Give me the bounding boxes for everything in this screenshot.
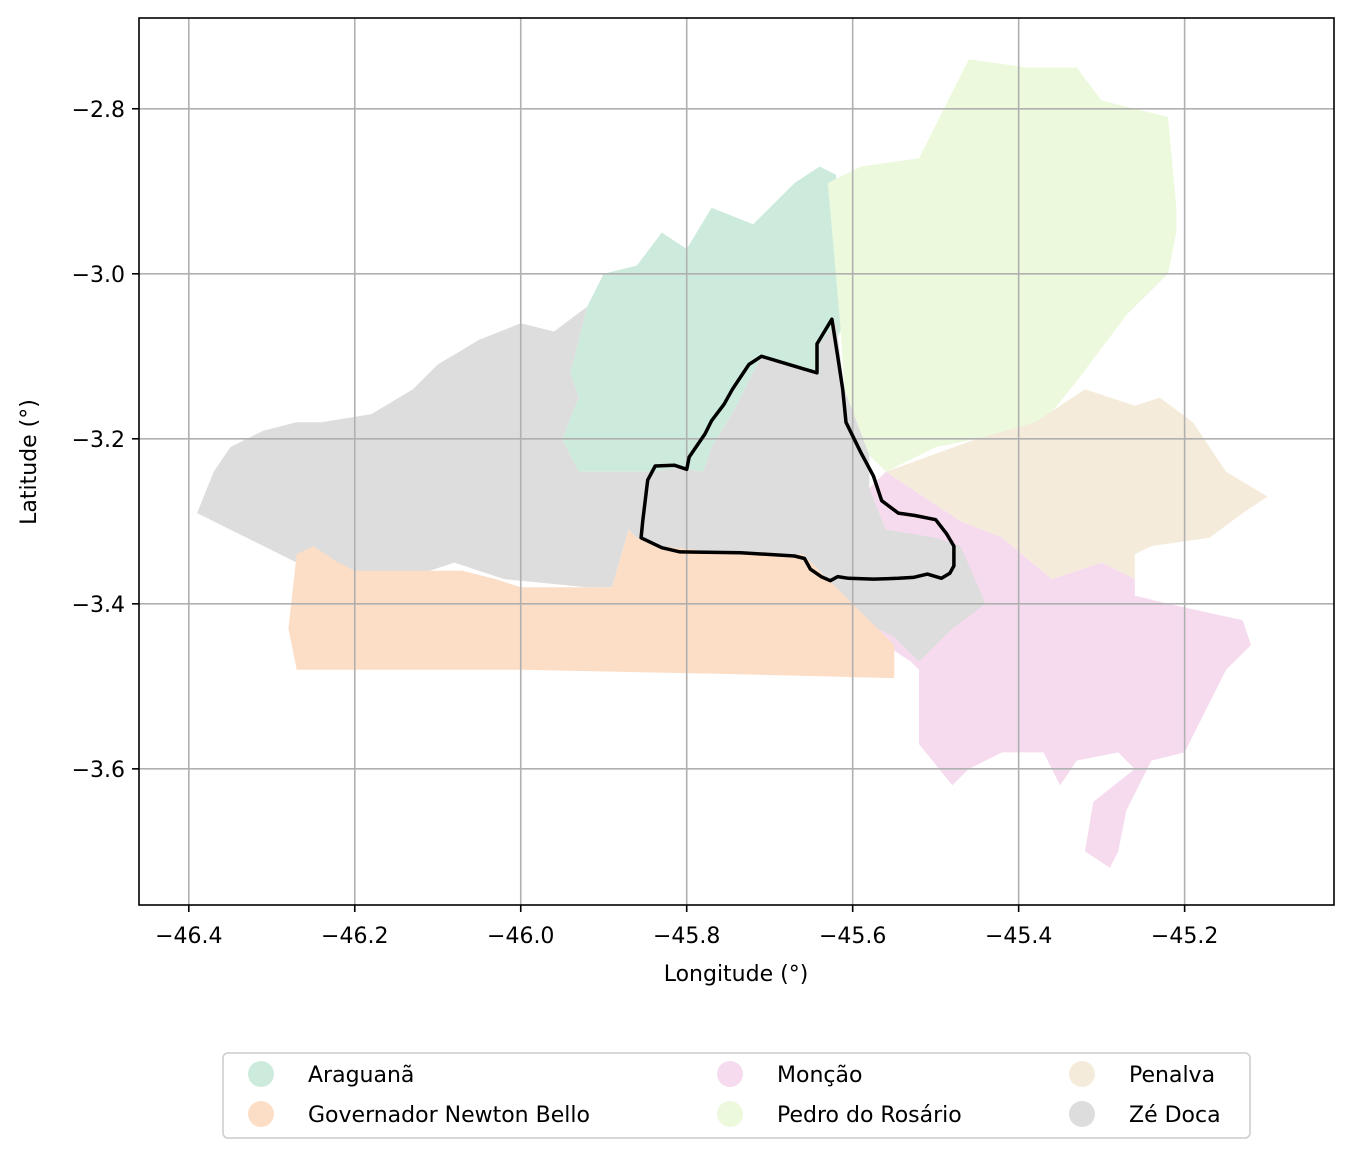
region-araguana: [562, 166, 845, 472]
x-tick-label: −46.0: [487, 924, 554, 949]
legend-frame: [222, 1052, 1251, 1139]
y-tick-label: −2.8: [72, 98, 125, 123]
legend-marker: [717, 1101, 743, 1127]
y-tick-label: −3.0: [72, 263, 125, 288]
y-axis-label: Latitude (°): [17, 399, 42, 525]
x-axis: −46.4 −46.2 −46.0 −45.8 −45.6 −45.4 −45.2: [155, 905, 1218, 949]
highlight-layer: [639, 317, 956, 583]
y-axis: −2.8 −3.0 −3.2 −3.4 −3.6: [72, 98, 139, 783]
legend-marker: [248, 1101, 274, 1127]
legend-marker: [1069, 1061, 1095, 1087]
legend-label: Penalva: [1129, 1063, 1215, 1088]
region-penalva: [885, 389, 1268, 580]
region-pedro-do-rosario: [827, 59, 1177, 472]
legend-label: Araguanã: [308, 1063, 414, 1088]
y-tick-label: −3.4: [72, 593, 125, 618]
plot-frame: [138, 17, 1335, 906]
legend: Araguanã Governador Newton Bello Monção Ped…: [222, 1052, 1251, 1139]
legend-label: Governador Newton Bello: [308, 1103, 590, 1128]
legend-label: Monção: [777, 1063, 862, 1088]
x-tick-label: −45.8: [653, 924, 720, 949]
x-tick-label: −45.2: [1151, 924, 1218, 949]
legend-marker: [1069, 1101, 1095, 1127]
y-tick-label: −3.6: [72, 758, 125, 783]
legend-marker: [717, 1061, 743, 1087]
legend-marker: [248, 1061, 274, 1087]
x-tick-label: −45.4: [985, 924, 1052, 949]
x-tick-label: −45.6: [819, 924, 886, 949]
legend-label: Zé Doca: [1129, 1103, 1221, 1128]
x-axis-label: Longitude (°): [664, 962, 809, 987]
x-tick-label: −46.2: [321, 924, 388, 949]
x-tick-label: −46.4: [155, 924, 222, 949]
highlighted-boundary: [639, 317, 956, 583]
y-tick-label: −3.2: [72, 428, 125, 453]
legend-label: Pedro do Rosário: [777, 1103, 962, 1128]
grid-layer: [139, 18, 1334, 905]
